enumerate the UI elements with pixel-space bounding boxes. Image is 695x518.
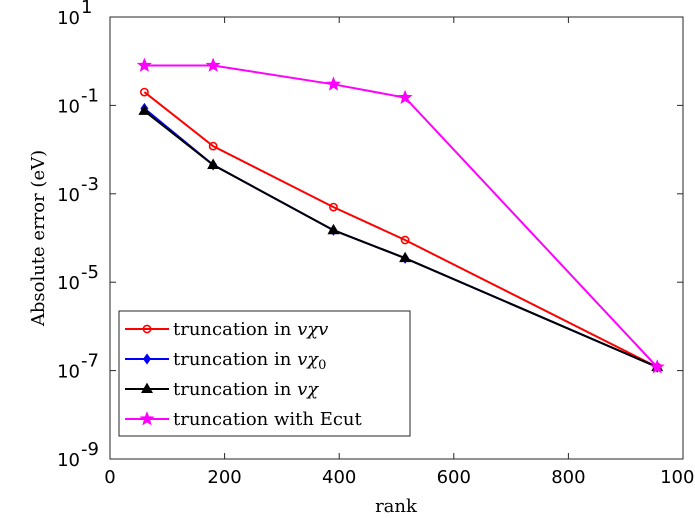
y-tick-label: 10-7 bbox=[57, 351, 99, 383]
legend-entry: truncation with Ecut bbox=[125, 409, 363, 430]
y-tick-label-exponent: -3 bbox=[81, 174, 99, 195]
data-point bbox=[207, 158, 220, 169]
y-tick-label-base: 10 bbox=[57, 450, 80, 471]
y-tick-label-base: 10 bbox=[57, 96, 80, 117]
legend-label-part: vχ bbox=[297, 349, 319, 370]
data-point bbox=[327, 223, 340, 235]
series-truncation-with-ecut bbox=[136, 57, 665, 374]
data-point bbox=[136, 57, 152, 72]
legend-marker bbox=[143, 353, 151, 365]
data-point bbox=[139, 87, 149, 97]
data-point bbox=[400, 235, 410, 245]
legend-entry: truncation in vχv bbox=[125, 319, 328, 340]
x-tick-label: 0 bbox=[104, 467, 115, 488]
legend-marker bbox=[139, 411, 155, 426]
y-tick-label-base: 10 bbox=[57, 185, 80, 206]
y-tick-label: 101 bbox=[57, 0, 92, 29]
legend-label-part: vχ bbox=[297, 379, 319, 400]
legend-label-part: truncation in bbox=[173, 319, 297, 340]
legend-label: truncation in vχ0 bbox=[173, 349, 326, 373]
legend-marker bbox=[142, 324, 152, 334]
x-tick-label: 1000 bbox=[660, 467, 695, 488]
legend-label-part: truncation in bbox=[173, 379, 297, 400]
y-tick-label: 10-5 bbox=[57, 262, 99, 294]
series-line bbox=[143, 91, 658, 368]
legend-label-part: truncation in bbox=[173, 349, 297, 370]
y-tick-label-exponent: -1 bbox=[81, 85, 99, 106]
y-tick-label-base: 10 bbox=[57, 8, 80, 29]
x-axis-label: rank bbox=[375, 496, 418, 517]
x-tick-label: 200 bbox=[207, 467, 241, 488]
y-tick-label-base: 10 bbox=[57, 362, 80, 383]
y-axis-label: Absolute error (eV) bbox=[28, 150, 49, 327]
y-tick-label-base: 10 bbox=[57, 273, 80, 294]
legend-box bbox=[118, 310, 411, 437]
legend-label-part: 0 bbox=[318, 358, 326, 373]
y-tick-label: 10-1 bbox=[57, 85, 99, 117]
legend-label: truncation with Ecut bbox=[173, 409, 363, 430]
y-tick-label: 10-3 bbox=[57, 174, 99, 206]
data-point bbox=[397, 89, 413, 104]
legend-marker bbox=[141, 382, 153, 394]
legend-label-part: vχv bbox=[297, 319, 328, 340]
data-point bbox=[138, 104, 151, 115]
legend-label: truncation in vχv bbox=[173, 319, 328, 340]
data-point bbox=[325, 76, 341, 91]
data-point bbox=[649, 359, 665, 374]
legend-label-part: truncation with Ecut bbox=[173, 409, 363, 430]
y-tick-label-exponent: -7 bbox=[81, 351, 99, 372]
x-tick-label: 600 bbox=[437, 467, 471, 488]
legend-label: truncation in vχ bbox=[173, 379, 319, 400]
y-tick-label-exponent: -9 bbox=[81, 439, 99, 460]
data-point bbox=[329, 202, 338, 212]
legend-entry: truncation in vχ bbox=[125, 379, 319, 400]
data-point bbox=[208, 141, 218, 151]
legend-entry: truncation in vχ0 bbox=[125, 349, 326, 373]
data-point bbox=[399, 251, 412, 263]
y-tick-label: 10-9 bbox=[57, 439, 99, 471]
x-tick-label: 400 bbox=[322, 467, 356, 488]
y-tick-label-exponent: -5 bbox=[81, 262, 99, 283]
y-tick-label-exponent: 1 bbox=[81, 0, 92, 18]
series-layer bbox=[136, 57, 665, 374]
x-tick-label: 800 bbox=[551, 467, 585, 488]
data-point bbox=[205, 57, 221, 72]
